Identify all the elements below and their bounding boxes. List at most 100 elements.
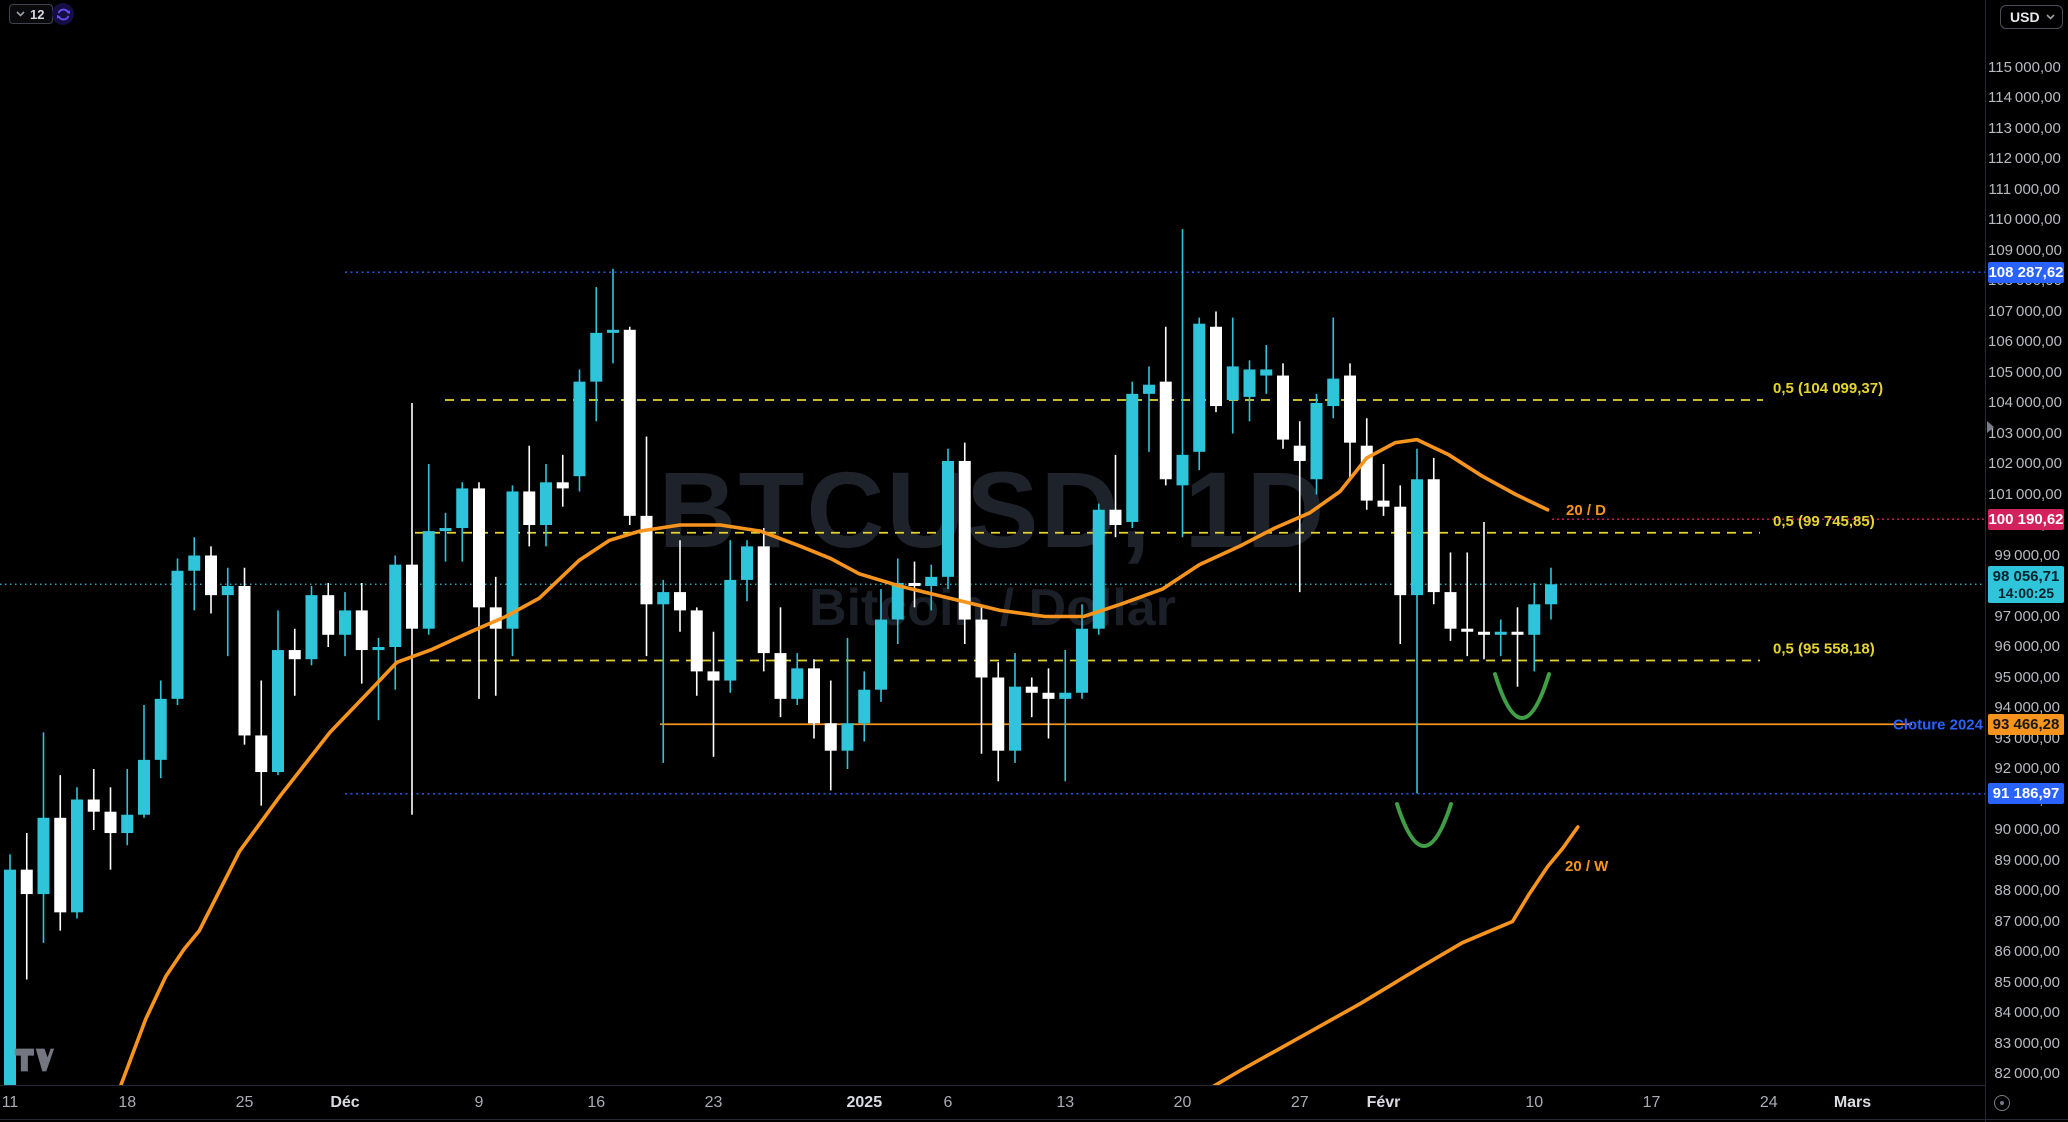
candle: [958, 442, 971, 644]
candle: [1545, 567, 1557, 620]
candle: [121, 769, 134, 846]
timezone-settings-icon[interactable]: [1994, 1095, 2010, 1111]
candle: [1260, 345, 1273, 394]
candle: [1159, 326, 1172, 486]
candle: [473, 482, 485, 699]
candle: [1494, 619, 1507, 657]
price-tick-label: 104 000,00: [1988, 394, 2062, 411]
time-tick-label: 24: [1759, 1094, 1778, 1111]
candle: [288, 628, 301, 696]
time-tick-label: 18: [118, 1094, 137, 1111]
candle: [238, 567, 251, 745]
candle: [774, 607, 787, 718]
time-tick-label: Déc: [330, 1094, 360, 1111]
price-tick-label: 107 000,00: [1988, 302, 2062, 320]
candle: [724, 540, 737, 693]
price-tick-label: 106 000,00: [1988, 333, 2062, 350]
bar-countdown: 14:00:25: [1997, 585, 2055, 602]
candle: [540, 464, 552, 547]
time-tick-label: 17: [1642, 1094, 1661, 1111]
candle: [154, 680, 167, 779]
price-tick-label: 88 000,00: [1994, 882, 2060, 899]
time-axis[interactable]: 11 18 25 Déc 9 16 23 2025 6 13 20 27 Févr 10 17 24 Mars: [0, 1085, 1985, 1122]
price-tick-label: 86 000,00: [1994, 943, 2060, 960]
candle: [489, 576, 502, 696]
price-tick-label: 114 000,00: [1988, 89, 2061, 106]
candle: [657, 579, 670, 763]
candle: [322, 582, 335, 647]
candle: [1327, 317, 1340, 419]
candle: [1310, 393, 1323, 495]
candle: [607, 268, 619, 364]
candle: [841, 637, 854, 769]
candle: [1394, 485, 1407, 644]
candle: [439, 512, 452, 562]
candle: [506, 485, 519, 657]
price-tick-label: 110 000,00: [1988, 211, 2061, 228]
price-tick-label: 103 000,00: [1988, 424, 2062, 442]
candle: [975, 607, 988, 754]
candle: [741, 540, 753, 602]
interval-dropdown[interactable]: 12: [9, 4, 54, 24]
candle: [1528, 582, 1541, 672]
candle: [1025, 677, 1038, 718]
time-tick-label: 20: [1173, 1094, 1192, 1111]
candle: [791, 653, 804, 705]
candle: [339, 592, 351, 657]
tradingview-logo: [14, 1048, 55, 1072]
refresh-button[interactable]: [52, 3, 74, 25]
currency-dropdown[interactable]: USD: [2000, 5, 2063, 29]
time-tick-label: Févr: [1366, 1094, 1401, 1111]
icon-dot: [2000, 1101, 2004, 1105]
price-tag: 108 287,62: [1988, 261, 2064, 283]
candle: [707, 631, 720, 757]
candle: [674, 540, 686, 632]
price-axis[interactable]: 82 000,00 83 000,00 84 000,00 85 000,00 86 0…: [1985, 0, 2068, 1122]
price-tick-label: 111 000,00: [1988, 180, 2060, 198]
candle: [623, 326, 636, 525]
price-tick-label: 95 000,00: [1994, 668, 2060, 686]
chevron-down-icon: [16, 11, 25, 17]
candle: [925, 564, 938, 611]
candle: [422, 464, 435, 635]
time-tick-label: 2025: [846, 1094, 883, 1111]
candle: [1277, 363, 1289, 449]
price-tick-label: 96 000,00: [1994, 638, 2060, 655]
green-arc-annotation: [1395, 802, 1453, 848]
candle: [389, 555, 402, 690]
price-tick-label: 89 000,00: [1994, 851, 2060, 869]
candle: [1176, 229, 1189, 538]
price-tick-label: 99 000,00: [1994, 546, 2060, 564]
price-tick-label: 101 000,00: [1988, 485, 2062, 503]
green-arc-annotation: [1493, 672, 1551, 720]
price-tick-label: 94 000,00: [1994, 699, 2060, 716]
candle: [1226, 317, 1239, 434]
price-tick-label: 109 000,00: [1988, 241, 2062, 259]
price-tick-label: 112 000,00: [1988, 150, 2061, 167]
axis-arrow-marker: [1987, 421, 1994, 434]
candle: [908, 561, 921, 608]
time-tick-label: 9: [474, 1094, 484, 1111]
price-tick-label: 84 000,00: [1994, 1004, 2060, 1021]
candle: [942, 448, 954, 590]
time-tick-label: 23: [704, 1094, 723, 1111]
ma20-daily-label: 20 / D: [1566, 502, 1606, 519]
candle: [1076, 604, 1088, 699]
time-tick-label: 16: [587, 1094, 606, 1111]
candle: [255, 680, 268, 806]
fib-level-label: 0,5 (95 558,18): [1773, 641, 1875, 658]
candle: [54, 775, 67, 931]
candle: [20, 833, 33, 980]
candle: [1478, 521, 1490, 660]
candle: [590, 287, 603, 422]
candle: [138, 704, 150, 818]
candle: [1511, 607, 1524, 687]
price-tick-label: 82 000,00: [1994, 1065, 2060, 1082]
candle: [1243, 360, 1256, 422]
ma20-weekly-line: [1212, 825, 1580, 1085]
candle: [456, 482, 469, 562]
candle: [858, 671, 871, 742]
candle: [808, 659, 820, 739]
price-tick-label: 83 000,00: [1994, 1034, 2060, 1052]
